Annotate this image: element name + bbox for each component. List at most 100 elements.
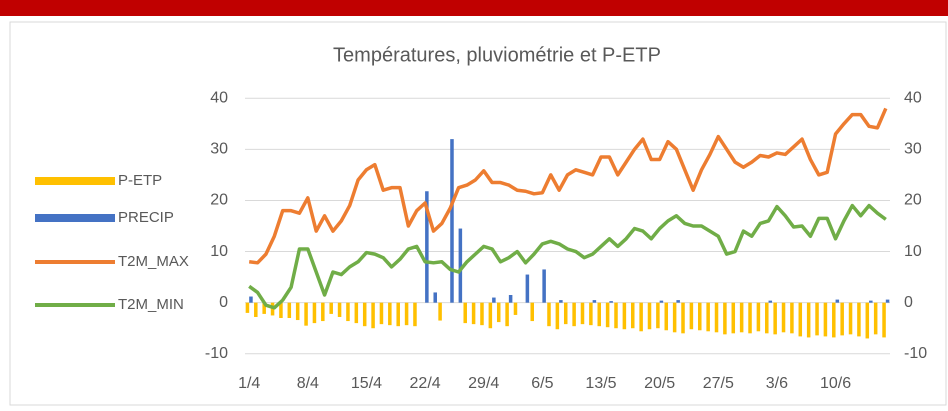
bar	[622, 302, 627, 330]
bar	[450, 139, 454, 303]
bar	[555, 302, 560, 330]
bar	[287, 302, 292, 318]
bar	[731, 302, 736, 334]
y2-tick-label: 0	[904, 294, 913, 311]
bar	[396, 302, 400, 327]
bar	[262, 302, 266, 314]
bar	[605, 302, 610, 328]
bar	[525, 274, 530, 303]
bar	[865, 302, 870, 339]
legend-label: P-ETP	[118, 172, 162, 189]
bar	[614, 302, 618, 329]
x-tick-label: 22/4	[410, 375, 441, 392]
bar	[413, 302, 417, 327]
bar	[723, 302, 727, 335]
bar	[492, 297, 496, 303]
bar	[885, 299, 890, 303]
bar	[371, 302, 375, 329]
bar	[404, 302, 409, 326]
bar	[630, 302, 635, 329]
bar	[245, 302, 250, 313]
bar	[304, 302, 308, 326]
bar	[882, 302, 886, 338]
y-tick-label: 30	[210, 141, 228, 158]
bar	[572, 302, 576, 327]
x-tick-label: 29/4	[468, 375, 499, 392]
bar	[768, 300, 773, 303]
bar	[773, 302, 777, 335]
bar	[823, 302, 828, 337]
bar	[698, 302, 702, 331]
bar	[781, 302, 786, 333]
bar	[346, 302, 350, 322]
bar	[659, 300, 664, 303]
bar	[433, 292, 437, 303]
bar	[513, 302, 518, 315]
legend-label: T2M_MAX	[118, 253, 189, 270]
bar	[496, 302, 501, 323]
bar	[609, 301, 613, 303]
bar	[689, 302, 694, 330]
line	[248, 107, 888, 265]
bar	[388, 302, 392, 326]
x-tick-label: 1/4	[238, 375, 260, 392]
bar	[765, 302, 769, 334]
x-tick-label: 6/5	[531, 375, 553, 392]
bar	[706, 302, 710, 332]
y2-tick-label: -10	[904, 345, 927, 362]
x-tick-label: 10/6	[820, 375, 851, 392]
bar	[739, 302, 744, 333]
legend-swatch	[35, 177, 115, 185]
bar	[748, 302, 752, 334]
chart-frame	[9, 21, 947, 406]
bar	[815, 302, 819, 336]
x-tick-label: 20/5	[644, 375, 675, 392]
chart-title: Températures, pluviométrie et P-ETP	[333, 44, 661, 66]
bar	[379, 302, 384, 325]
y-tick-label: 0	[219, 294, 228, 311]
legend-label: PRECIP	[118, 209, 174, 226]
bar	[563, 302, 568, 325]
bar	[647, 302, 652, 330]
bar	[639, 302, 643, 332]
x-tick-label: 27/5	[703, 375, 734, 392]
bar	[508, 295, 513, 303]
bar	[592, 300, 597, 303]
bar	[559, 300, 563, 303]
bar	[312, 302, 317, 324]
bar	[580, 302, 585, 325]
bar	[295, 302, 300, 321]
bar	[869, 300, 873, 303]
bar	[362, 302, 367, 327]
bar	[530, 302, 534, 322]
bar	[463, 302, 467, 324]
legend-swatch	[35, 214, 115, 222]
bar	[425, 191, 429, 303]
bar	[873, 302, 878, 335]
y-tick-label: -10	[205, 345, 228, 362]
x-tick-label: 13/5	[585, 375, 616, 392]
bar	[798, 302, 803, 337]
bar	[329, 302, 333, 314]
legend-label: T2M_MIN	[118, 296, 184, 313]
bar	[321, 302, 325, 322]
bar	[480, 302, 484, 326]
bar	[848, 302, 853, 335]
bar	[756, 302, 761, 332]
y2-tick-label: 20	[904, 192, 922, 209]
bar	[279, 302, 283, 318]
bar	[790, 302, 794, 334]
bar	[438, 302, 442, 321]
bar	[676, 300, 680, 303]
bar	[832, 302, 836, 338]
y2-tick-label: 40	[904, 89, 922, 106]
bar	[835, 299, 840, 303]
bar	[354, 302, 359, 324]
bar	[471, 302, 476, 325]
bar	[664, 302, 669, 331]
bar	[681, 302, 685, 334]
bar	[597, 302, 602, 327]
bar	[714, 302, 719, 333]
bar	[254, 302, 258, 317]
